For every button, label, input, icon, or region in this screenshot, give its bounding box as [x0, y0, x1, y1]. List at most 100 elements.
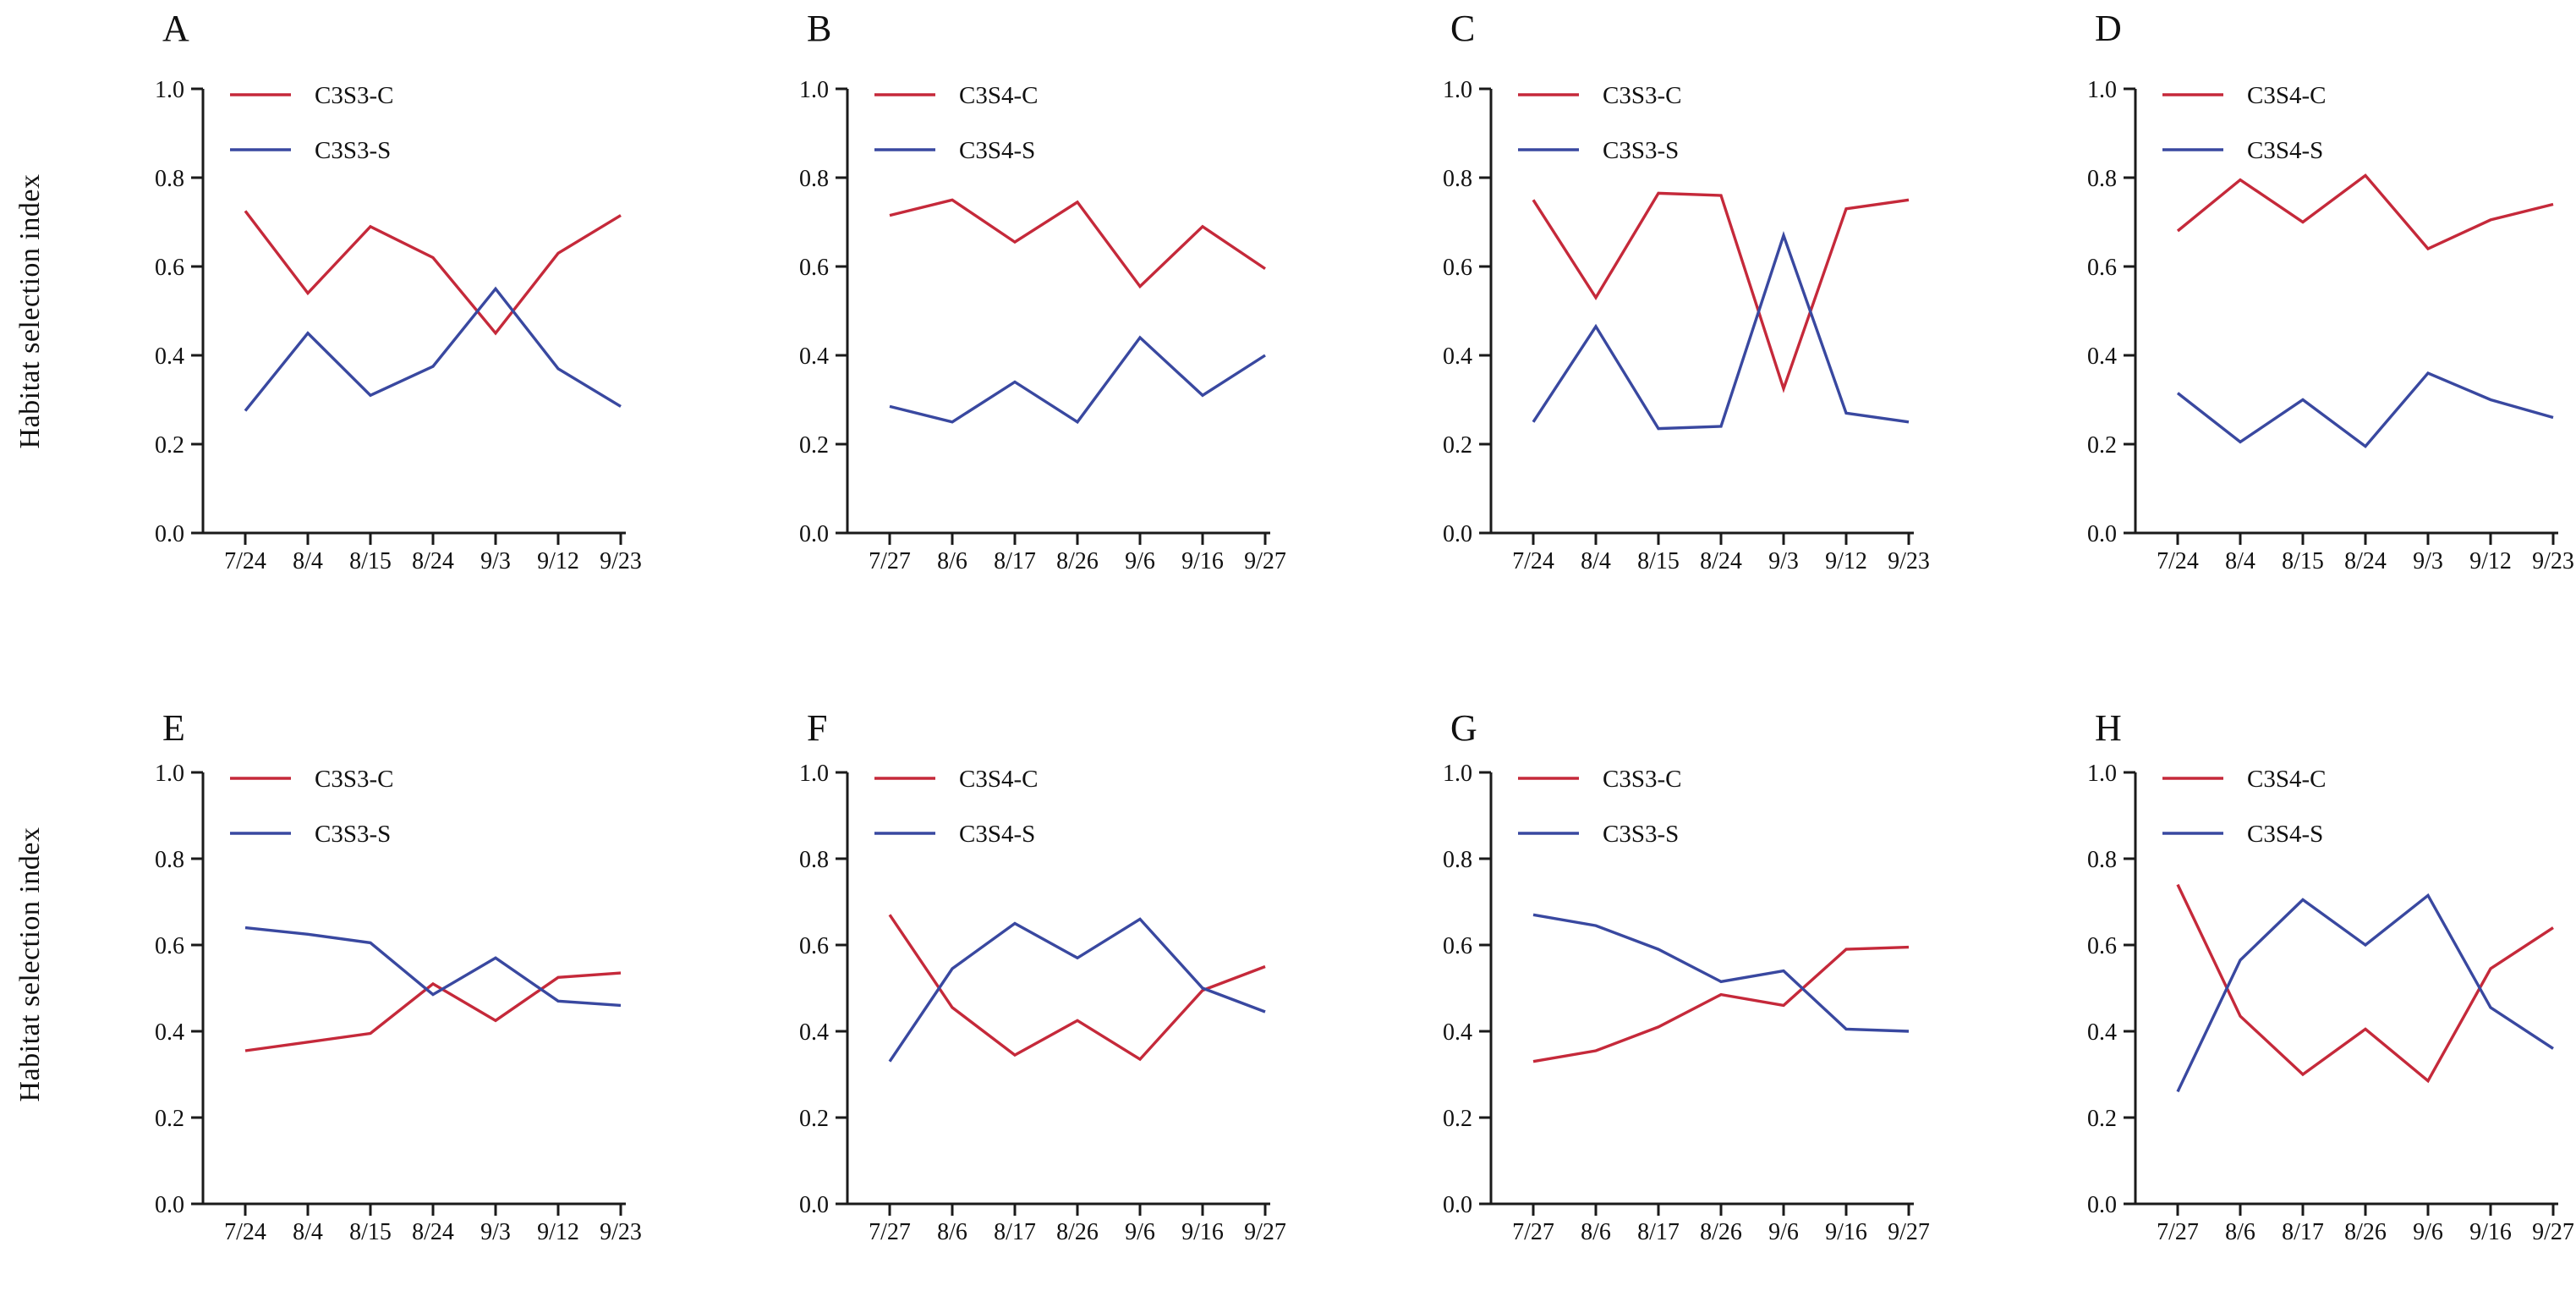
- panel-chart-a: A 0.0 0.2 0.4 0.6 0.8 1.0 7/24 8/4 8/15 8/24 9/3 9/1…: [155, 8, 642, 574]
- y-tick-label: 0.6: [799, 255, 829, 281]
- y-tick-label: 0.6: [155, 255, 184, 281]
- x-tick-label: 8/15: [1637, 548, 1680, 574]
- series-line-c3s4-s: [2176, 371, 2554, 448]
- panel-chart-c: C 0.0 0.2 0.4 0.6 0.8 1.0 7/24 8/4 8/15 8/24 9/3 9/1…: [1443, 8, 1930, 574]
- y-tick-label: 0.2: [799, 432, 829, 459]
- panel-title: H: [2095, 707, 2122, 749]
- y-tick-label: 0.2: [2087, 1106, 2117, 1132]
- y-tick-label: 0.0: [155, 521, 184, 547]
- x-tick-label: 9/23: [1888, 548, 1930, 574]
- series-line-c3s3-c: [1532, 191, 1910, 393]
- x-tick-label: 7/27: [1512, 1219, 1554, 1245]
- y-tick-label: 0.6: [1443, 933, 1472, 959]
- x-tick-label: 9/12: [2469, 548, 2512, 574]
- panel-title: C: [1450, 8, 1475, 49]
- x-tick-label: 9/12: [537, 548, 579, 574]
- y-tick-label: 1.0: [1443, 761, 1472, 787]
- x-tick-label: 9/3: [480, 548, 511, 574]
- legend-label-c3s3-c: C3S3-C: [1603, 82, 1681, 109]
- x-tick-label: 9/3: [480, 1219, 511, 1245]
- y-tick-label: 1.0: [2087, 77, 2117, 103]
- y-tick-label: 0.4: [155, 343, 184, 370]
- series-line-c3s3-c: [1533, 945, 1910, 1063]
- x-tick-label: 9/23: [600, 1219, 642, 1245]
- panel-title: D: [2095, 8, 2122, 49]
- y-tick-label: 0.4: [799, 343, 829, 370]
- x-tick-label: 7/24: [224, 548, 266, 574]
- x-tick-label: 8/15: [349, 548, 392, 574]
- y-tick-label: 0.8: [799, 166, 829, 192]
- series-line-c3s4-s: [889, 335, 1266, 425]
- y-tick-label: 0.4: [1443, 343, 1472, 370]
- y-tick-label: 0.0: [155, 1192, 184, 1218]
- x-tick-label: 7/27: [869, 1219, 911, 1245]
- legend-label-c3s3-c: C3S3-C: [315, 766, 393, 793]
- legend-label-c3s4-s: C3S4-S: [959, 821, 1035, 848]
- panel-title: G: [1450, 707, 1477, 749]
- series-line-c3s3-s: [1532, 231, 1910, 431]
- legend-label-c3s4-s: C3S4-S: [959, 137, 1035, 164]
- series-line-c3s4-c: [2176, 173, 2554, 251]
- x-tick-label: 8/17: [994, 1219, 1036, 1245]
- y-tick-label: 0.2: [155, 432, 184, 459]
- legend-label-c3s3-s: C3S3-S: [1603, 821, 1679, 848]
- y-tick-label: 0.2: [155, 1106, 184, 1132]
- x-tick-label: 8/6: [1581, 1219, 1611, 1245]
- x-tick-label: 8/26: [1056, 548, 1099, 574]
- x-tick-label: 9/12: [1825, 548, 1867, 574]
- panel-chart-b: B 0.0 0.2 0.4 0.6 0.8 1.0 7/27 8/6 8/17 8/26 9/6 9/1…: [799, 8, 1286, 574]
- x-tick-label: 8/17: [994, 548, 1036, 574]
- x-tick-label: 8/4: [2225, 548, 2255, 574]
- series-line-c3s3-c: [244, 971, 622, 1052]
- x-tick-label: 8/24: [1700, 548, 1742, 574]
- x-tick-label: 9/12: [537, 1219, 579, 1245]
- series-line-c3s3-s: [1533, 913, 1910, 1033]
- y-tick-label: 0.2: [799, 1106, 829, 1132]
- x-tick-label: 8/6: [2225, 1219, 2255, 1245]
- y-tick-label: 0.8: [2087, 166, 2117, 192]
- y-tick-label: 0.8: [2087, 847, 2117, 873]
- panel-chart-g: G 0.0 0.2 0.4 0.6 0.8 1.0 7/27 8/6 8/17 8/26 9/6 9/1…: [1443, 707, 1930, 1245]
- legend-label-c3s4-c: C3S4-C: [2247, 82, 2326, 109]
- x-tick-label: 8/4: [293, 548, 323, 574]
- y-tick-label: 1.0: [155, 77, 184, 103]
- x-tick-label: 7/27: [2157, 1219, 2199, 1245]
- panel-title: F: [807, 707, 827, 749]
- x-tick-label: 9/6: [2413, 1219, 2443, 1245]
- series-line-c3s4-s: [888, 917, 1266, 1063]
- y-tick-label: 0.4: [2087, 1019, 2117, 1046]
- x-tick-label: 9/3: [2413, 548, 2443, 574]
- series-line-c3s3-s: [244, 926, 622, 1008]
- x-tick-label: 9/27: [2532, 1219, 2574, 1245]
- x-tick-label: 9/23: [2532, 548, 2574, 574]
- panel-chart-h: H 0.0 0.2 0.4 0.6 0.8 1.0 7/27 8/6 8/17 8/26 9/6 9/1…: [2087, 707, 2574, 1245]
- x-tick-label: 8/4: [293, 1219, 323, 1245]
- x-tick-label: 9/27: [1244, 548, 1286, 574]
- series-line-c3s4-s: [2176, 893, 2554, 1093]
- y-tick-label: 0.0: [2087, 1192, 2117, 1218]
- y-tick-label: 0.0: [2087, 521, 2117, 547]
- x-tick-label: 7/24: [224, 1219, 266, 1245]
- panel-title: B: [807, 8, 831, 49]
- x-tick-label: 8/15: [349, 1219, 392, 1245]
- x-tick-label: 9/6: [1125, 1219, 1155, 1245]
- x-tick-label: 9/16: [1181, 548, 1224, 574]
- y-tick-label: 0.2: [2087, 432, 2117, 459]
- x-tick-label: 9/6: [1768, 1219, 1799, 1245]
- y-tick-label: 0.8: [155, 847, 184, 873]
- panel-title: A: [162, 8, 189, 49]
- panel-title: E: [162, 707, 185, 749]
- legend-label-c3s4-c: C3S4-C: [2247, 766, 2326, 793]
- series-line-c3s3-s: [244, 286, 622, 412]
- x-tick-label: 9/23: [600, 548, 642, 574]
- y-tick-label: 0.8: [1443, 166, 1472, 192]
- y-tick-label: 0.4: [1443, 1019, 1472, 1046]
- x-tick-label: 8/6: [937, 1219, 967, 1245]
- x-tick-label: 8/26: [1700, 1219, 1742, 1245]
- x-tick-label: 8/26: [1056, 1219, 1099, 1245]
- y-tick-label: 1.0: [799, 761, 829, 787]
- x-tick-label: 7/24: [2157, 548, 2199, 574]
- x-tick-label: 8/6: [937, 548, 967, 574]
- legend-label-c3s4-s: C3S4-S: [2247, 137, 2323, 164]
